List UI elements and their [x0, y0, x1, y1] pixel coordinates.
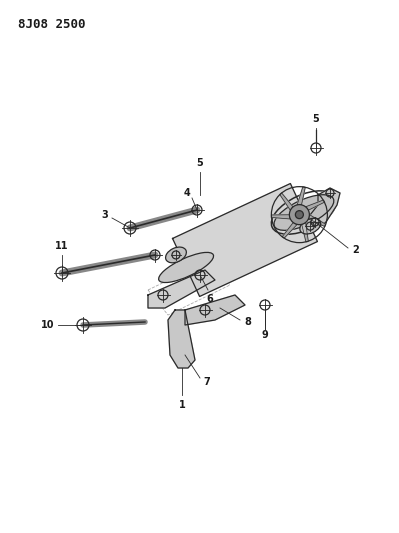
Polygon shape [172, 183, 318, 296]
Ellipse shape [159, 253, 213, 282]
Ellipse shape [166, 247, 186, 263]
Text: 2: 2 [352, 245, 359, 255]
Text: 4: 4 [183, 188, 190, 198]
Polygon shape [282, 223, 297, 238]
Text: 5: 5 [313, 114, 319, 124]
Ellipse shape [274, 195, 334, 230]
Polygon shape [302, 222, 308, 242]
Circle shape [295, 211, 303, 219]
Polygon shape [306, 200, 324, 210]
Circle shape [289, 205, 309, 224]
Polygon shape [168, 310, 195, 368]
Polygon shape [185, 295, 245, 325]
Text: 11: 11 [55, 241, 69, 251]
Polygon shape [271, 215, 290, 219]
Text: 8J08 2500: 8J08 2500 [18, 18, 85, 31]
Text: 9: 9 [262, 330, 269, 340]
Text: 8: 8 [244, 317, 251, 327]
Text: 5: 5 [197, 158, 203, 168]
Polygon shape [308, 188, 340, 230]
Text: 7: 7 [203, 377, 210, 387]
Polygon shape [297, 187, 305, 205]
Text: 6: 6 [207, 294, 213, 304]
Text: 1: 1 [179, 400, 186, 410]
Polygon shape [308, 215, 326, 227]
Polygon shape [148, 270, 215, 308]
Text: 10: 10 [41, 320, 54, 330]
Text: 3: 3 [101, 210, 108, 220]
Ellipse shape [300, 218, 321, 234]
Polygon shape [280, 193, 293, 211]
